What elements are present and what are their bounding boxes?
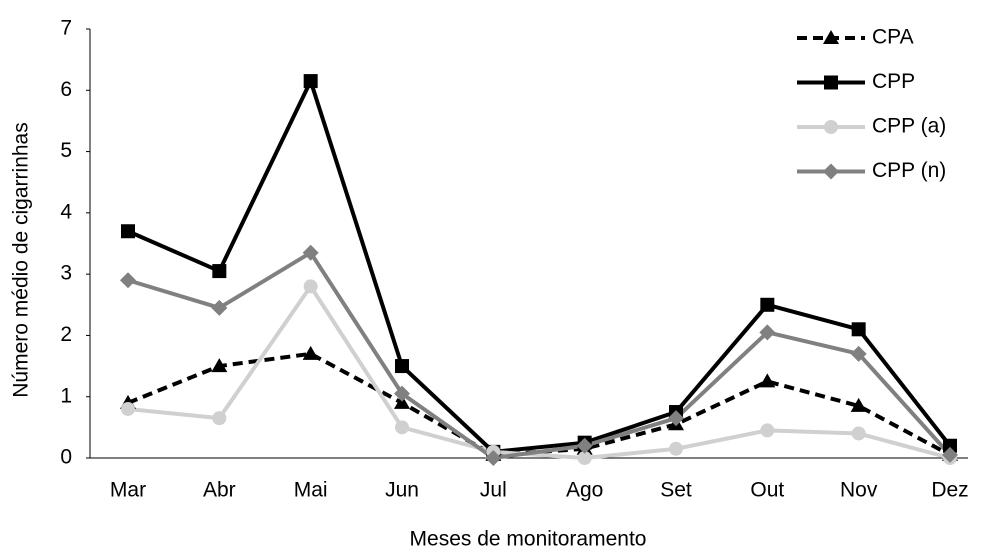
data-point — [395, 359, 409, 374]
x-axis-title: Meses de monitoramento — [410, 528, 647, 551]
legend-label: CPP (n) — [872, 159, 946, 182]
legend-marker — [824, 120, 838, 134]
data-point — [303, 74, 318, 89]
data-point — [302, 345, 319, 360]
y-tick-label: 3 — [60, 262, 72, 285]
legend-label: CPP — [872, 70, 915, 93]
x-tick-label: Dez — [931, 479, 968, 502]
data-point — [394, 394, 410, 409]
data-line — [127, 250, 952, 460]
data-point — [760, 423, 775, 438]
data-point — [669, 441, 683, 456]
data-point — [577, 451, 592, 465]
x-tick-label: Nov — [840, 479, 878, 502]
x-tick-label: Abr — [203, 479, 236, 502]
legend-marker — [823, 163, 839, 180]
data-point — [850, 345, 867, 362]
x-tick-label: Mar — [110, 479, 146, 502]
data-point — [211, 299, 228, 316]
legend-marker — [823, 30, 839, 44]
y-tick-label: 2 — [60, 323, 72, 346]
data-point — [850, 397, 867, 412]
data-point — [120, 272, 136, 289]
y-axis-title: Número médio de cigarrinhas — [10, 122, 33, 397]
x-tick-label: Jul — [480, 479, 507, 502]
data-point — [395, 420, 409, 435]
x-tick-label: Mai — [294, 479, 328, 502]
legend-marker — [824, 75, 838, 90]
data-point — [942, 446, 958, 463]
x-tick-label: Out — [750, 479, 784, 502]
data-point — [303, 279, 318, 294]
data-point — [576, 437, 593, 454]
data-point — [668, 410, 684, 427]
data-point — [212, 411, 227, 426]
data-point — [851, 426, 866, 441]
data-point — [759, 373, 776, 388]
data-point — [760, 297, 775, 312]
data-line — [127, 351, 951, 457]
y-tick-label: 0 — [60, 446, 72, 469]
data-point — [394, 385, 410, 402]
y-tick-label: 6 — [60, 78, 72, 101]
x-tick-label: Jun — [385, 479, 419, 502]
y-tick-label: 5 — [60, 139, 72, 162]
data-point — [485, 450, 502, 466]
data-point — [302, 244, 319, 261]
y-tick-label: 1 — [60, 384, 72, 407]
data-point — [121, 401, 135, 416]
data-point — [121, 224, 135, 239]
legend-label: CPA — [872, 26, 914, 49]
x-tick-label: Ago — [566, 479, 603, 502]
data-line — [127, 79, 952, 454]
data-point — [211, 358, 228, 373]
data-point — [851, 322, 866, 337]
data-point — [212, 264, 227, 279]
data-point — [943, 438, 957, 453]
data-point — [759, 324, 776, 341]
y-tick-label: 7 — [60, 17, 72, 40]
x-tick-label: Set — [660, 479, 692, 502]
data-line — [127, 284, 951, 460]
legend-label: CPP (a) — [872, 115, 946, 138]
y-tick-label: 4 — [60, 200, 72, 223]
